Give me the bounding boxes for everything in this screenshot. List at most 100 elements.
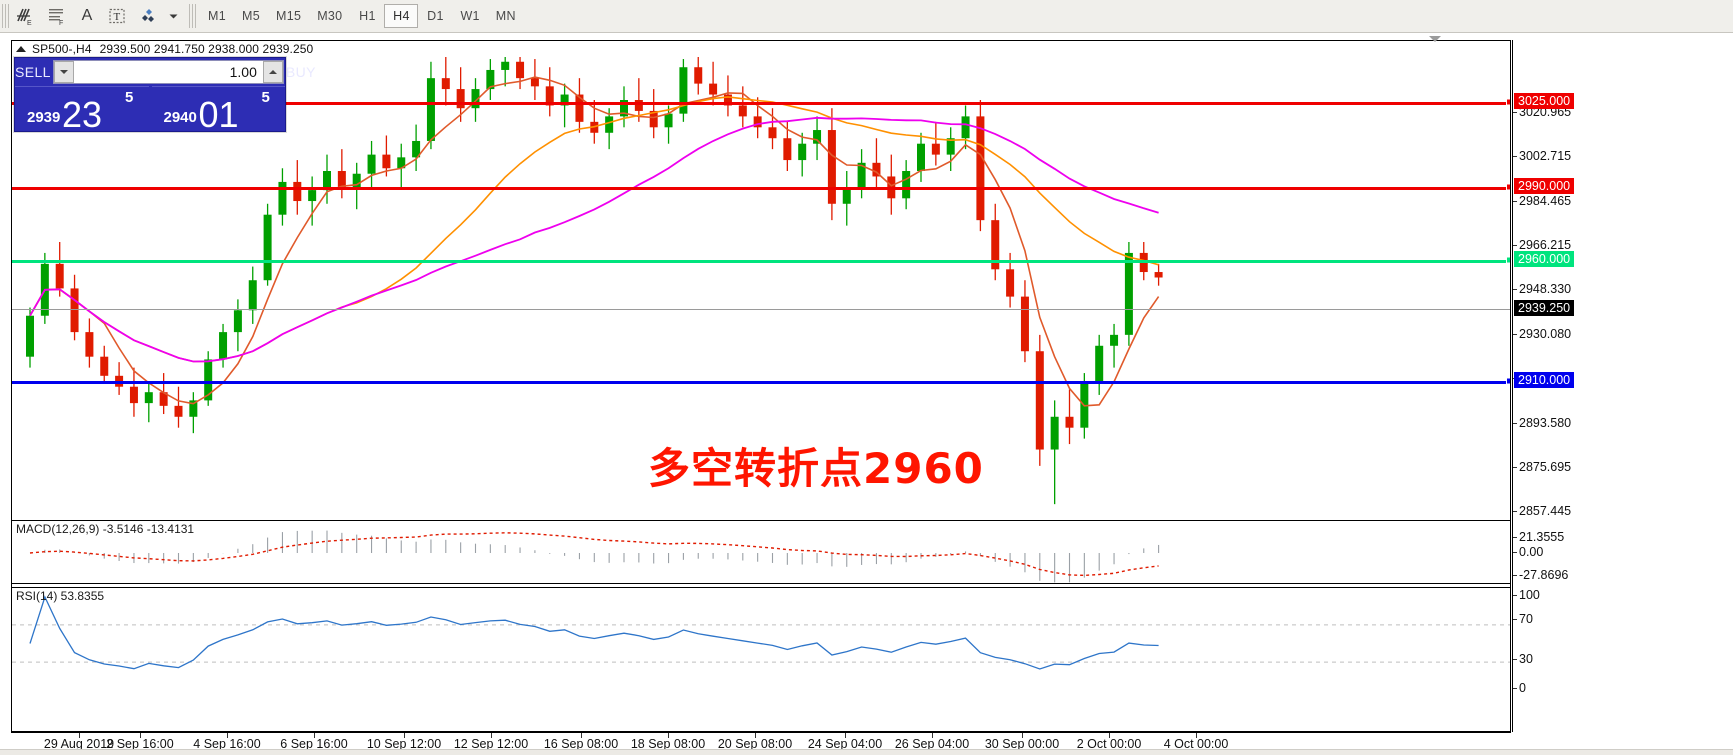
time-label: 20 Sep 08:00 bbox=[717, 737, 793, 751]
time-tick bbox=[581, 733, 582, 738]
price-tick-2948.330: 2948.330 bbox=[1513, 282, 1571, 296]
timeframe-m15[interactable]: M15 bbox=[276, 9, 302, 23]
price-pane[interactable] bbox=[12, 57, 1510, 516]
price-tick-2930.080: 2930.080 bbox=[1513, 327, 1571, 341]
timeframe-mn[interactable]: MN bbox=[495, 9, 516, 23]
chart-area[interactable]: SP500-,H4 2939.500 2941.750 2938.000 293… bbox=[11, 40, 1511, 732]
time-tick bbox=[1109, 733, 1110, 738]
macd-label: MACD(12,26,9) -3.5146 -13.4131 bbox=[16, 522, 195, 536]
time-tick bbox=[79, 733, 80, 738]
time-tick bbox=[140, 733, 141, 738]
buy-button[interactable]: BUY bbox=[285, 64, 316, 80]
rsi-pane[interactable]: RSI(14) 53.8355 bbox=[12, 587, 1510, 731]
timeframe-group-handle[interactable] bbox=[189, 4, 196, 28]
shapes-icon[interactable] bbox=[133, 3, 165, 29]
chart-annotation[interactable]: 多空转折点2960 bbox=[648, 444, 984, 493]
buy-price-quote[interactable]: 2940 01 5 bbox=[151, 86, 285, 135]
macd-series bbox=[29, 530, 1160, 583]
one-click-trading-panel[interactable]: SELL BUY 2939 23 5 2940 01 5 bbox=[14, 57, 315, 135]
candlestick-series bbox=[26, 57, 1163, 505]
volume-increase-button[interactable] bbox=[262, 61, 283, 83]
main-toolbar: E F A T bbox=[0, 0, 1733, 33]
time-label: 10 Sep 12:00 bbox=[366, 737, 442, 751]
time-label: 16 Sep 08:00 bbox=[543, 737, 619, 751]
time-tick bbox=[491, 733, 492, 738]
triangle-up-icon bbox=[16, 45, 26, 52]
rsi-tick-30: 30 bbox=[1513, 652, 1533, 666]
price-tag-2960.000[interactable]: 2960.000 bbox=[1514, 251, 1575, 267]
buy-price-prefix: 2940 bbox=[163, 109, 197, 126]
sell-price-quote[interactable]: 2939 23 5 bbox=[15, 86, 149, 135]
time-tick bbox=[227, 733, 228, 738]
timeframe-m1[interactable]: M1 bbox=[208, 9, 226, 23]
time-label: 12 Sep 12:00 bbox=[453, 737, 529, 751]
time-label: 4 Sep 16:00 bbox=[193, 737, 261, 751]
price-scale[interactable]: 3020.965 3002.715 2984.465 2966.215 2948.330… bbox=[1512, 40, 1733, 732]
indicators-icon[interactable]: E bbox=[9, 3, 41, 29]
time-label: 2 Sep 16:00 bbox=[106, 737, 174, 751]
price-tag-3025.000[interactable]: 3025.000 bbox=[1514, 93, 1575, 109]
price-tick-2966.215: 2966.215 bbox=[1513, 238, 1571, 252]
timeframe-w1[interactable]: W1 bbox=[460, 9, 480, 23]
sell-price-prefix: 2939 bbox=[27, 109, 61, 126]
price-tag-2910.000[interactable]: 2910.000 bbox=[1514, 372, 1575, 388]
trade-panel-top-row: SELL BUY bbox=[15, 58, 315, 86]
objects-dropdown-caret[interactable] bbox=[165, 3, 181, 29]
volume-stepper[interactable] bbox=[52, 60, 284, 84]
chevron-down-icon[interactable] bbox=[1429, 36, 1441, 42]
volume-decrease-button[interactable] bbox=[53, 61, 74, 83]
timeframe-group: M1 M5 M15 M30 H1 H4 D1 W1 MN bbox=[200, 4, 524, 28]
time-tick bbox=[932, 733, 933, 738]
rsi-label: RSI(14) 53.8355 bbox=[16, 589, 105, 603]
timeframe-h1[interactable]: H1 bbox=[359, 9, 376, 23]
timeframe-d1[interactable]: D1 bbox=[427, 9, 444, 23]
trade-panel-prices: 2939 23 5 2940 01 5 bbox=[15, 86, 285, 135]
timeframe-h4[interactable]: H4 bbox=[384, 4, 419, 28]
svg-text:E: E bbox=[27, 20, 32, 26]
time-label: 30 Sep 00:00 bbox=[984, 737, 1060, 751]
rsi-series bbox=[12, 595, 1510, 670]
price-tick-3002.715: 3002.715 bbox=[1513, 149, 1571, 163]
crosshair-grid-icon[interactable]: F bbox=[41, 3, 73, 29]
time-label: 29 Aug 2019 bbox=[43, 737, 115, 751]
macd-tick--27.8696: -27.8696 bbox=[1513, 568, 1568, 582]
text-icon[interactable]: A bbox=[81, 7, 93, 24]
time-tick bbox=[1022, 733, 1023, 738]
ohlc-values: 2939.500 2941.750 2938.000 2939.250 bbox=[99, 42, 314, 56]
timeframe-m5[interactable]: M5 bbox=[242, 9, 260, 23]
time-tick bbox=[845, 733, 846, 738]
time-tick bbox=[1196, 733, 1197, 738]
time-label: 18 Sep 08:00 bbox=[630, 737, 706, 751]
status-strip bbox=[0, 749, 1733, 755]
sell-price-main: 23 bbox=[62, 94, 103, 135]
volume-input[interactable] bbox=[73, 63, 263, 81]
macd-tick-0.00: 0.00 bbox=[1513, 545, 1543, 559]
price-tick-2893.580: 2893.580 bbox=[1513, 416, 1571, 430]
sell-price-fraction: 5 bbox=[125, 89, 134, 106]
toolbar-drag-handle[interactable] bbox=[2, 4, 9, 28]
rsi-tick-100: 100 bbox=[1513, 588, 1540, 602]
rsi-tick-70: 70 bbox=[1513, 612, 1533, 626]
sell-button[interactable]: SELL bbox=[15, 64, 51, 80]
time-tick bbox=[755, 733, 756, 738]
time-label: 24 Sep 04:00 bbox=[807, 737, 883, 751]
time-tick bbox=[404, 733, 405, 738]
price-tag-2990.000[interactable]: 2990.000 bbox=[1514, 178, 1575, 194]
macd-pane[interactable]: MACD(12,26,9) -3.5146 -13.4131 bbox=[12, 520, 1510, 584]
price-tick-2875.695: 2875.695 bbox=[1513, 460, 1571, 474]
symbol-header: SP500-,H4 2939.500 2941.750 2938.000 293… bbox=[12, 41, 1510, 57]
macd-tick-21.3555: 21.3555 bbox=[1513, 530, 1564, 544]
svg-text:T: T bbox=[114, 11, 121, 23]
time-label: 2 Oct 00:00 bbox=[1076, 737, 1142, 751]
price-tick-2857.445: 2857.445 bbox=[1513, 504, 1571, 518]
time-label: 26 Sep 04:00 bbox=[894, 737, 970, 751]
text-label-icon[interactable]: T bbox=[101, 3, 133, 29]
svg-text:F: F bbox=[59, 20, 63, 26]
buy-price-main: 01 bbox=[198, 94, 239, 135]
time-tick bbox=[668, 733, 669, 738]
timeframe-m30[interactable]: M30 bbox=[317, 9, 343, 23]
time-label: 4 Oct 00:00 bbox=[1163, 737, 1229, 751]
price-tag-2939.250[interactable]: 2939.250 bbox=[1514, 300, 1575, 316]
time-tick bbox=[314, 733, 315, 738]
buy-price-fraction: 5 bbox=[261, 89, 270, 106]
